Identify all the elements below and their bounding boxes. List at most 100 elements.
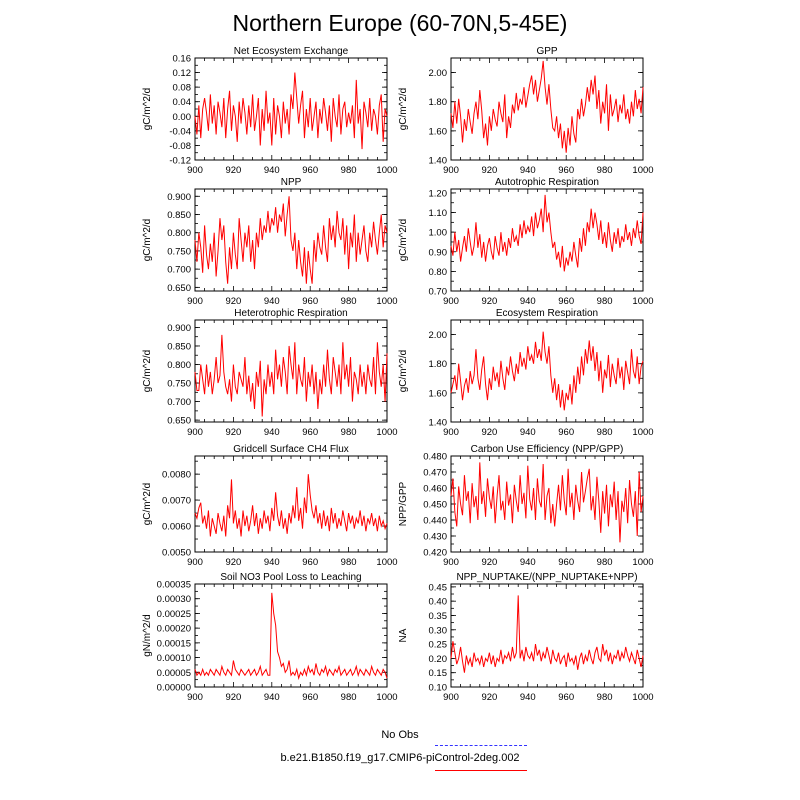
y-tick-label: 0.00000 (157, 683, 191, 694)
y-axis-label: gC/m^2/d (142, 483, 153, 526)
y-tick-label: 0.00025 (157, 609, 191, 620)
y-tick-label: 0.460 (423, 484, 447, 495)
y-axis-label: NA (398, 628, 409, 642)
legend-model-line (435, 770, 527, 771)
y-axis-label: gC/m^2/d (142, 88, 153, 131)
y-tick-label: 0.00010 (157, 653, 191, 664)
y-tick-label: 0.00030 (157, 594, 191, 605)
x-tick-label: 940 (264, 692, 280, 703)
x-tick-label: 960 (302, 165, 318, 176)
x-tick-label: 920 (481, 296, 497, 307)
y-tick-label: 0.900 (167, 192, 191, 203)
y-tick-label: 0.30 (429, 625, 448, 636)
y-tick-label: 0.430 (423, 532, 447, 543)
series-line (194, 592, 388, 681)
x-tick-label: 920 (225, 165, 241, 176)
y-tick-label: -0.08 (169, 141, 191, 152)
y-tick-label: 0.90 (429, 247, 448, 258)
x-tick-label: 960 (558, 427, 574, 438)
series-line (194, 334, 388, 417)
x-tick-label: 1000 (376, 557, 397, 568)
plot-frame (450, 583, 644, 688)
x-tick-label: 920 (481, 165, 497, 176)
y-tick-label: 2.00 (429, 330, 448, 341)
x-tick-label: 980 (341, 165, 357, 176)
x-tick-label: 960 (558, 296, 574, 307)
series-line (450, 462, 644, 543)
y-tick-label: 0.650 (167, 416, 191, 427)
panel-5: Heterotrophic Respiration gC/m^2/d 900 920 9… (142, 308, 398, 438)
y-tick-label: -0.12 (169, 156, 191, 167)
x-tick-label: 960 (302, 692, 318, 703)
panel-title: NPP_NUPTAKE/(NPP_NUPTAKE+NPP) (456, 572, 637, 583)
x-tick-label: 1000 (376, 165, 397, 176)
x-tick-label: 920 (481, 557, 497, 568)
series-line (450, 60, 644, 153)
y-tick-label: 0.450 (423, 500, 447, 511)
panel-title: Gridcell Surface CH4 Flux (233, 444, 349, 455)
y-tick-label: 0.20 (429, 654, 448, 665)
y-tick-label: 0.80 (429, 267, 448, 278)
y-tick-label: 1.80 (429, 97, 448, 108)
panel-title: Carbon Use Efficiency (NPP/GPP) (471, 444, 624, 455)
panel-1: Net Ecosystem Exchange gC/m^2/d 900 920 940 9… (142, 46, 398, 176)
panel-title: Autotrophic Respiration (495, 177, 599, 188)
y-tick-label: 0.15 (429, 668, 448, 679)
y-tick-label: 0.40 (429, 597, 448, 608)
y-tick-label: 0.00035 (157, 580, 191, 591)
x-tick-label: 900 (443, 427, 459, 438)
y-tick-label: 0.420 (423, 548, 447, 559)
series-line (194, 196, 388, 284)
x-tick-label: 920 (481, 692, 497, 703)
y-tick-label: 1.40 (429, 156, 448, 167)
y-tick-label: 1.40 (429, 418, 448, 429)
series-line (194, 72, 388, 150)
y-axis-label: NPP/GPP (398, 481, 409, 526)
x-tick-label: 900 (443, 165, 459, 176)
y-tick-label: 0.700 (167, 265, 191, 276)
y-tick-label: 1.60 (429, 126, 448, 137)
y-tick-label: 1.20 (429, 188, 448, 199)
x-tick-label: 1000 (376, 427, 397, 438)
x-tick-label: 960 (558, 692, 574, 703)
legend-model-label: b.e21.B1850.f19_g17.CMIP6-piControl-2deg… (280, 752, 520, 764)
y-tick-label: 0.45 (429, 582, 448, 593)
panel-title: Ecosystem Respiration (496, 308, 598, 319)
x-tick-label: 900 (443, 692, 459, 703)
x-tick-label: 960 (558, 557, 574, 568)
y-axis-label: gC/m^2/d (398, 88, 409, 131)
panel-9: Soil NO3 Pool Loss to Leaching gN/m^2/d 90… (142, 572, 398, 703)
x-tick-label: 920 (225, 427, 241, 438)
y-tick-label: 0.800 (167, 228, 191, 239)
x-tick-label: 940 (520, 427, 536, 438)
y-tick-label: 0.08 (173, 83, 192, 94)
x-tick-label: 980 (341, 427, 357, 438)
x-tick-label: 940 (520, 165, 536, 176)
y-tick-label: 0.440 (423, 516, 447, 527)
x-tick-label: 900 (187, 296, 203, 307)
x-tick-label: 940 (520, 557, 536, 568)
plot-frame (450, 319, 644, 423)
y-tick-label: 0.800 (167, 360, 191, 371)
y-tick-label: 0.0080 (162, 470, 191, 481)
y-tick-label: 0.70 (429, 287, 448, 298)
y-tick-label: 0.470 (423, 468, 447, 479)
chart-panels: Net Ecosystem Exchange gC/m^2/d 900 920 940 9… (142, 46, 654, 703)
y-tick-label: 0.35 (429, 611, 448, 622)
x-tick-label: 1000 (376, 296, 397, 307)
series-line (450, 595, 644, 673)
x-tick-label: 1000 (632, 296, 653, 307)
y-tick-label: 0.00 (173, 112, 192, 123)
y-tick-label: 2.00 (429, 68, 448, 79)
y-tick-label: 0.0050 (162, 548, 191, 559)
x-tick-label: 940 (520, 692, 536, 703)
y-tick-label: 0.00015 (157, 638, 191, 649)
x-tick-label: 940 (264, 557, 280, 568)
x-tick-label: 920 (225, 296, 241, 307)
x-tick-label: 900 (443, 557, 459, 568)
x-tick-label: 940 (520, 296, 536, 307)
y-tick-label: 0.900 (167, 323, 191, 334)
y-tick-label: 0.12 (173, 68, 192, 79)
x-tick-label: 960 (302, 557, 318, 568)
